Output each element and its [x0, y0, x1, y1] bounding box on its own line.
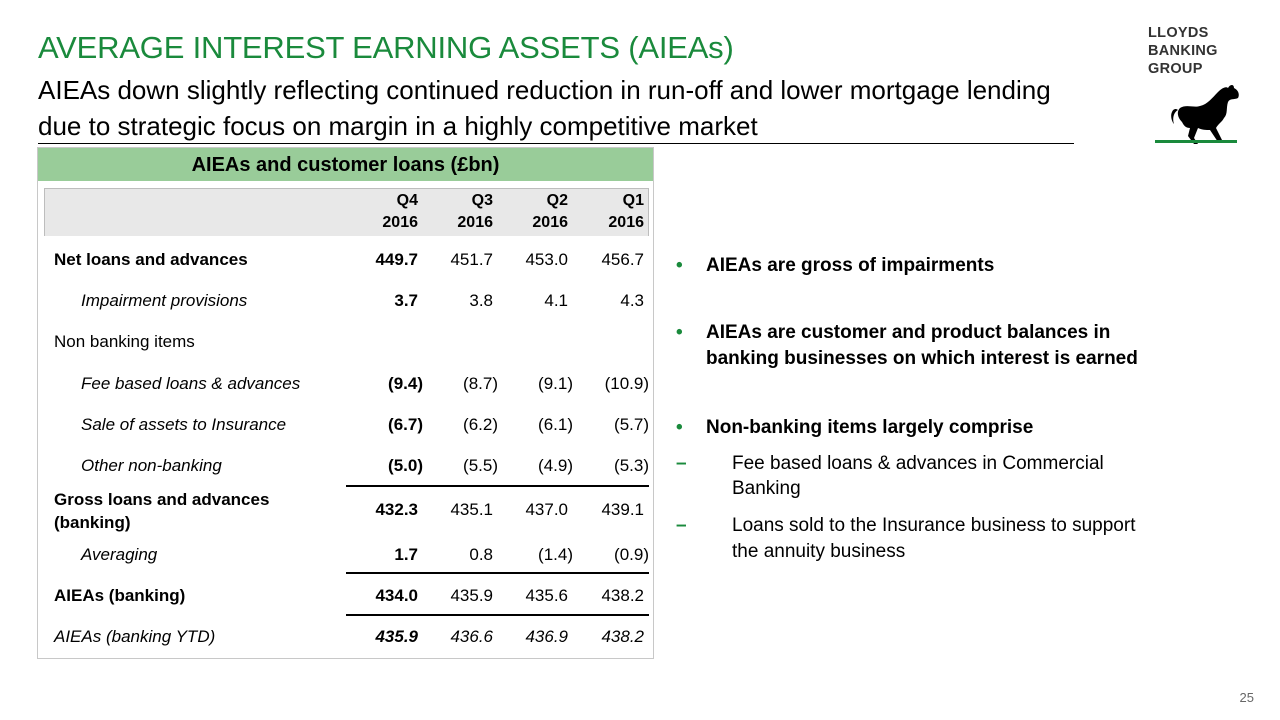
bullet-3: • Non-banking items largely comprise	[676, 415, 1033, 441]
bullet-1: • AIEAs are gross of impairments	[676, 253, 994, 279]
aieas-table-panel: AIEAs and customer loans (£bn) Q4 2016 Q…	[37, 147, 654, 659]
cell-aieas-q3: 435.9	[450, 586, 493, 605]
row-label-fee-based: Fee based loans & advances	[81, 374, 301, 393]
row-label-other-non-banking: Other non-banking	[81, 456, 222, 475]
page-number: 25	[1239, 690, 1254, 705]
cell-net-loans-q4: 449.7	[375, 250, 418, 269]
col-header-q3: Q3 2016	[433, 190, 493, 234]
cell-impairment-q3: 3.8	[469, 291, 493, 310]
cell-other-q4: (5.0)	[388, 456, 423, 475]
cell-impairment-q1: 4.3	[620, 291, 644, 310]
logo-wordmark: LLOYDS BANKING GROUP	[1148, 24, 1218, 78]
sub-bullet-1-line2: Banking	[732, 478, 801, 499]
cell-other-q2: (4.9)	[538, 456, 573, 475]
cell-net-loans-q3: 451.7	[450, 250, 493, 269]
sub-bullet-1-line1: Fee based loans & advances in Commercial	[732, 453, 1104, 474]
column-header-border	[44, 188, 649, 236]
row-label-net-loans: Net loans and advances	[54, 250, 248, 269]
cell-ytd-q2: 436.9	[525, 627, 568, 646]
col-q1-year: 2016	[608, 214, 644, 231]
bullet-2-text-line2: banking businesses on which interest is …	[706, 348, 1138, 369]
bullet-3-text: Non-banking items largely comprise	[706, 417, 1034, 438]
row-label-aieas-ytd: AIEAs (banking YTD)	[54, 627, 216, 646]
cell-gross-q3: 435.1	[450, 500, 493, 519]
subtotal-rule-2	[346, 572, 649, 574]
cell-sale-assets-q4: (6.7)	[388, 415, 423, 434]
column-header-band	[44, 188, 649, 236]
logo-line-3: GROUP	[1148, 61, 1203, 77]
table-title: AIEAs and customer loans (£bn)	[38, 148, 653, 181]
cell-averaging-q4: 1.7	[394, 545, 418, 564]
cell-aieas-q1: 438.2	[601, 586, 644, 605]
cell-gross-q2: 437.0	[525, 500, 568, 519]
cell-sale-assets-q2: (6.1)	[538, 415, 573, 434]
cell-aieas-q4: 434.0	[375, 586, 418, 605]
sub-bullet-2-line1: Loans sold to the Insurance business to …	[732, 515, 1136, 536]
title-divider	[38, 143, 1074, 144]
row-label-non-banking: Non banking items	[54, 332, 195, 351]
sub-bullet-dash: –	[676, 453, 687, 474]
cell-sale-assets-q1: (5.7)	[614, 415, 649, 434]
cell-ytd-q4: 435.9	[375, 627, 418, 646]
col-q1-quarter: Q1	[622, 192, 644, 209]
sub-bullet-dash: –	[676, 515, 687, 536]
sub-bullet-1: – Fee based loans & advances in Commerci…	[676, 451, 1104, 477]
cell-averaging-q1: (0.9)	[614, 545, 649, 564]
row-label-gross-loans-line2: (banking)	[54, 513, 131, 532]
cell-net-loans-q2: 453.0	[525, 250, 568, 269]
col-q4-quarter: Q4	[396, 192, 418, 209]
bullet-2: • AIEAs are customer and product balance…	[676, 320, 1110, 346]
col-header-q2: Q2 2016	[508, 190, 568, 234]
row-label-impairment: Impairment provisions	[81, 291, 248, 310]
row-label-aieas-banking: AIEAs (banking)	[54, 586, 186, 605]
cell-ytd-q3: 436.6	[450, 627, 493, 646]
col-header-q1: Q1 2016	[584, 190, 644, 234]
cell-gross-q1: 439.1	[601, 500, 644, 519]
cell-other-q3: (5.5)	[463, 456, 498, 475]
cell-fee-based-q4: (9.4)	[388, 374, 423, 393]
total-rule	[346, 614, 649, 616]
bullet-dot: •	[676, 255, 683, 276]
bullet-2-text-line1: AIEAs are customer and product balances …	[706, 322, 1111, 343]
bullet-dot: •	[676, 322, 683, 343]
subtotal-rule-1	[346, 485, 649, 487]
row-label-gross-loans: Gross loans and advances (banking)	[54, 488, 269, 534]
cell-net-loans-q1: 456.7	[601, 250, 644, 269]
cell-averaging-q2: (1.4)	[538, 545, 573, 564]
black-horse-icon	[1171, 85, 1239, 144]
cell-impairment-q2: 4.1	[544, 291, 568, 310]
row-label-gross-loans-line1: Gross loans and advances	[54, 490, 270, 509]
cell-fee-based-q3: (8.7)	[463, 374, 498, 393]
logo-underline	[1155, 140, 1237, 143]
sub-bullet-2: – Loans sold to the Insurance business t…	[676, 513, 1135, 539]
cell-aieas-q2: 435.6	[525, 586, 568, 605]
logo-line-2: BANKING	[1148, 43, 1218, 59]
row-label-averaging: Averaging	[81, 545, 158, 564]
cell-fee-based-q2: (9.1)	[538, 374, 573, 393]
cell-impairment-q4: 3.7	[394, 291, 418, 310]
sub-bullet-2-line2: the annuity business	[732, 541, 906, 562]
page-subtitle: AIEAs down slightly reflecting continued…	[38, 75, 1051, 141]
cell-other-q1: (5.3)	[614, 456, 649, 475]
cell-ytd-q1: 438.2	[601, 627, 644, 646]
lloyds-logo: LLOYDS BANKING GROUP	[1148, 24, 1248, 144]
cell-gross-q4: 432.3	[375, 500, 418, 519]
bullet-1-text: AIEAs are gross of impairments	[706, 255, 995, 276]
logo-line-1: LLOYDS	[1148, 25, 1209, 41]
col-q3-year: 2016	[457, 214, 493, 231]
col-q2-year: 2016	[532, 214, 568, 231]
cell-sale-assets-q3: (6.2)	[463, 415, 498, 434]
col-q3-quarter: Q3	[471, 192, 493, 209]
page-title: AVERAGE INTEREST EARNING ASSETS (AIEAs)	[38, 30, 734, 65]
col-q2-quarter: Q2	[546, 192, 568, 209]
bullet-dot: •	[676, 417, 683, 438]
cell-averaging-q3: 0.8	[469, 545, 493, 564]
row-label-sale-assets: Sale of assets to Insurance	[81, 415, 287, 434]
col-header-q4: Q4 2016	[358, 190, 418, 234]
col-q4-year: 2016	[382, 214, 418, 231]
cell-fee-based-q1: (10.9)	[604, 374, 649, 393]
